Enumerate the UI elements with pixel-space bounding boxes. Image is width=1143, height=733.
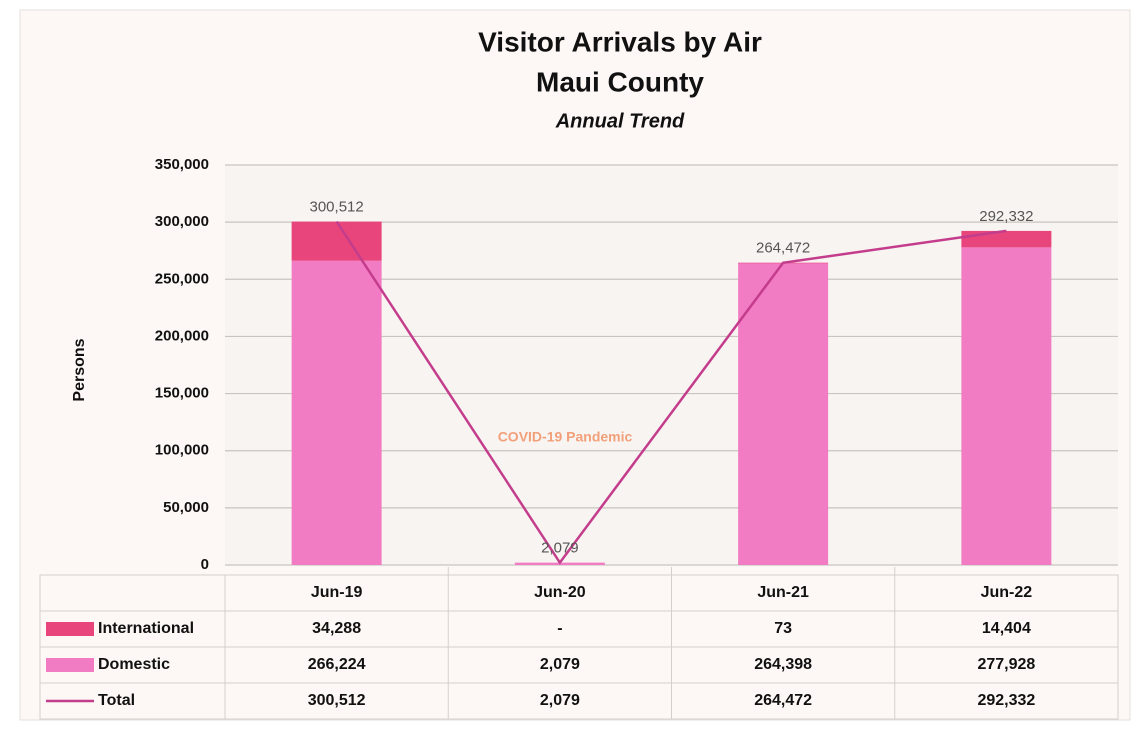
bar-segment [961,230,1052,248]
y-tick-label: 100,000 [155,442,209,459]
y-tick-label: 0 [201,556,209,573]
x-tick-label: Jun-22 [981,584,1033,601]
y-tick-label: 200,000 [155,327,209,344]
legend-label: Total [98,692,135,709]
bar-segment [291,260,382,565]
table-cell: 277,928 [977,656,1035,673]
table-cell: 2,079 [540,692,580,709]
table-cell: - [557,620,562,637]
bar-segment [291,221,382,261]
table-cell: 14,404 [982,620,1031,637]
x-tick-label: Jun-21 [757,584,809,601]
table-cell: 292,332 [977,692,1035,709]
chart-title: Visitor Arrivals by Air [478,26,762,57]
y-axis-label: Persons [71,338,88,401]
legend-label: Domestic [98,656,170,673]
legend-swatch [46,622,94,636]
y-tick-label: 350,000 [155,156,209,173]
table-cell: 300,512 [308,692,366,709]
legend-label: International [98,620,194,637]
y-tick-label: 250,000 [155,270,209,287]
legend-swatch [46,658,94,672]
data-label: 292,332 [979,208,1033,225]
y-tick-label: 300,000 [155,213,209,230]
y-tick-label: 150,000 [155,385,209,402]
bar-segment [961,247,1052,566]
chart-subtitle: Annual Trend [555,110,685,132]
table-cell: 73 [774,620,792,637]
total-line [335,220,1007,565]
chart-title-line2: Maui County [536,66,704,97]
bar-segment [738,262,829,565]
table-cell: 266,224 [308,656,366,673]
table-cell: 264,472 [754,692,812,709]
table-cell: 2,079 [540,656,580,673]
data-label: 2,079 [541,540,579,557]
table-cell: 264,398 [754,656,812,673]
x-tick-label: Jun-20 [534,584,586,601]
data-label: 300,512 [310,199,364,216]
y-tick-label: 50,000 [163,499,209,516]
data-label: 264,472 [756,240,810,257]
x-tick-label: Jun-19 [311,584,363,601]
table-cell: 34,288 [312,620,361,637]
annotation: COVID-19 Pandemic [498,429,633,445]
